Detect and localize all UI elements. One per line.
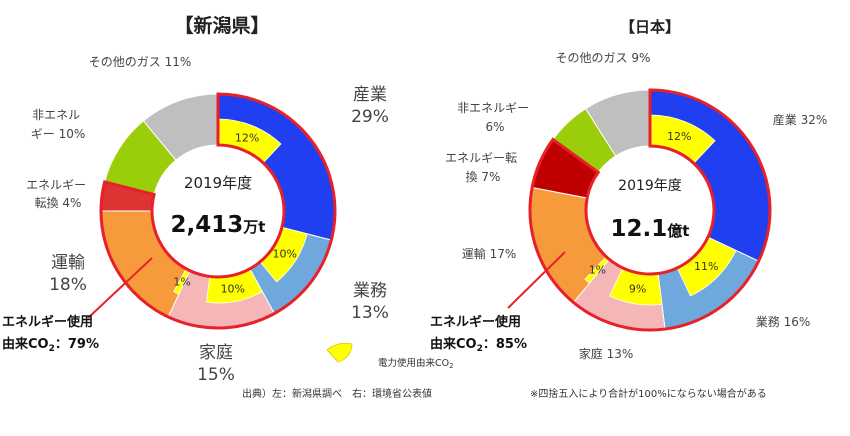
rounding-note: ※四捨五入により合計が100%にならない場合がある (530, 387, 767, 400)
label-household-name: 家庭 (579, 346, 603, 361)
electric-slices: 12% 10% 10% 1% (173, 118, 308, 304)
electric-label-1: 11% (694, 260, 718, 273)
energy-text-pct: ：79% (55, 337, 99, 352)
center-total: 2,413万t (171, 212, 266, 238)
electric-label-0: 12% (667, 130, 691, 143)
pct-conversion: 4% (62, 196, 81, 210)
energy-pointer-line (87, 257, 153, 319)
electric-label-2: 9% (629, 283, 646, 296)
energy-text-pct: ：85% (483, 337, 527, 352)
label-other-gas-name: その他のガス (556, 51, 628, 65)
label-non-energy-a: 非エネル (32, 108, 80, 122)
label-non-energy-name: 非エネルギー (457, 101, 529, 115)
label-industry: 産業 (353, 85, 387, 105)
legend-label: 電力使用由来CO2 (378, 357, 454, 370)
legend-sub: 2 (449, 362, 453, 370)
label-industry: 産業 32% (773, 112, 828, 127)
label-non-energy: 非エネルギー 6% (457, 101, 533, 134)
energy-outline (528, 88, 772, 332)
electric-label-2: 10% (221, 283, 245, 296)
chart-slices (100, 93, 336, 329)
pct-transport: 17% (490, 247, 517, 261)
source-note: 出典）左：新潟県調べ 右：環境省公表値 (242, 387, 432, 400)
label-business: 業務 16% (756, 315, 811, 329)
energy-text-line2: 由来CO2：79% (2, 336, 99, 354)
label-industry-name: 産業 (773, 112, 797, 127)
label-household: 家庭 13% (579, 346, 634, 361)
label-conversion-b: 転換 4% (35, 196, 82, 210)
label-transport: 運輸 (51, 253, 85, 273)
label-other-gas: その他のガス 9% (556, 51, 651, 65)
pct-other-gas: 9% (631, 51, 650, 65)
center-total-value: 12.1 (611, 216, 668, 242)
electric-label-1: 10% (272, 247, 296, 260)
center-total-value: 2,413 (171, 212, 244, 238)
pct-industry: 32% (801, 113, 828, 127)
center-year: 2019年度 (184, 174, 252, 192)
energy-text-co: 由来CO (430, 336, 477, 352)
electric-label-0: 12% (235, 132, 259, 145)
center-year: 2019年度 (618, 178, 682, 194)
pct-conversion: 7% (481, 170, 500, 184)
label-non-energy-b: ギー 10% (31, 127, 86, 141)
label-business-name: 業務 (756, 315, 780, 329)
legend-text: 電力使用由来CO (378, 357, 449, 369)
label-household: 家庭 (199, 343, 233, 363)
chart-title: 【新潟県】 (174, 14, 269, 37)
energy-text-sub: 2 (477, 344, 483, 354)
energy-text-line2: 由来CO2：85% (430, 336, 527, 354)
pct-other-gas: 11% (165, 55, 192, 69)
energy-text-co: 由来CO (2, 336, 49, 352)
energy-text-line1: エネルギー使用 (430, 314, 521, 330)
pct-transport: 18% (49, 275, 87, 295)
energy-outline (99, 92, 337, 330)
label-transport: 運輸 17% (462, 246, 517, 261)
label-conversion-a: エネルギー (26, 178, 86, 192)
label-transport-name: 運輸 (462, 246, 486, 261)
pct-non-energy: 6% (485, 120, 504, 134)
pct-non-energy: 10% (59, 127, 86, 141)
label-conversion-a: エネルギー転 (445, 151, 517, 165)
pct-industry: 29% (351, 107, 389, 127)
electric-label-3: 1% (589, 264, 606, 277)
niigata-chart: 【新潟県】 12%10%10%1% 2019年度 2,413万t 産業 29% … (2, 14, 389, 385)
pct-household: 15% (197, 365, 235, 385)
energy-pointer-line (507, 251, 566, 309)
label-conversion-b: 換 7% (466, 170, 501, 184)
center-total-unit: 億t (667, 222, 689, 240)
pct-business: 16% (784, 315, 811, 329)
legend-swatch (326, 342, 353, 363)
electric-label-3: 1% (173, 275, 190, 288)
center-total-unit: 万t (242, 218, 265, 236)
pct-business: 13% (351, 303, 389, 323)
label-other-gas: その他のガス 11% (89, 55, 192, 69)
chart-title: 【日本】 (620, 18, 680, 36)
energy-text-sub: 2 (49, 344, 55, 354)
label-business: 業務 (353, 281, 387, 301)
label-non-energy: 非エネル ギー 10% (31, 108, 86, 141)
energy-text-line1: エネルギー使用 (2, 314, 93, 330)
japan-chart: 【日本】 12% 11% 9% 1% 2019年度 12.1億t 産業 32% 業務 … (430, 18, 827, 361)
legend: 電力使用由来CO2 (326, 342, 454, 370)
electric-slices: 12% 11% 9% 1% (584, 114, 737, 306)
label-conversion: エネルギー転 換 7% (445, 151, 521, 184)
label-other-gas-name: その他のガス (89, 55, 161, 69)
center-total: 12.1億t (611, 216, 690, 242)
pct-household: 13% (607, 347, 634, 361)
label-conversion: エネルギー 転換 4% (26, 178, 90, 210)
